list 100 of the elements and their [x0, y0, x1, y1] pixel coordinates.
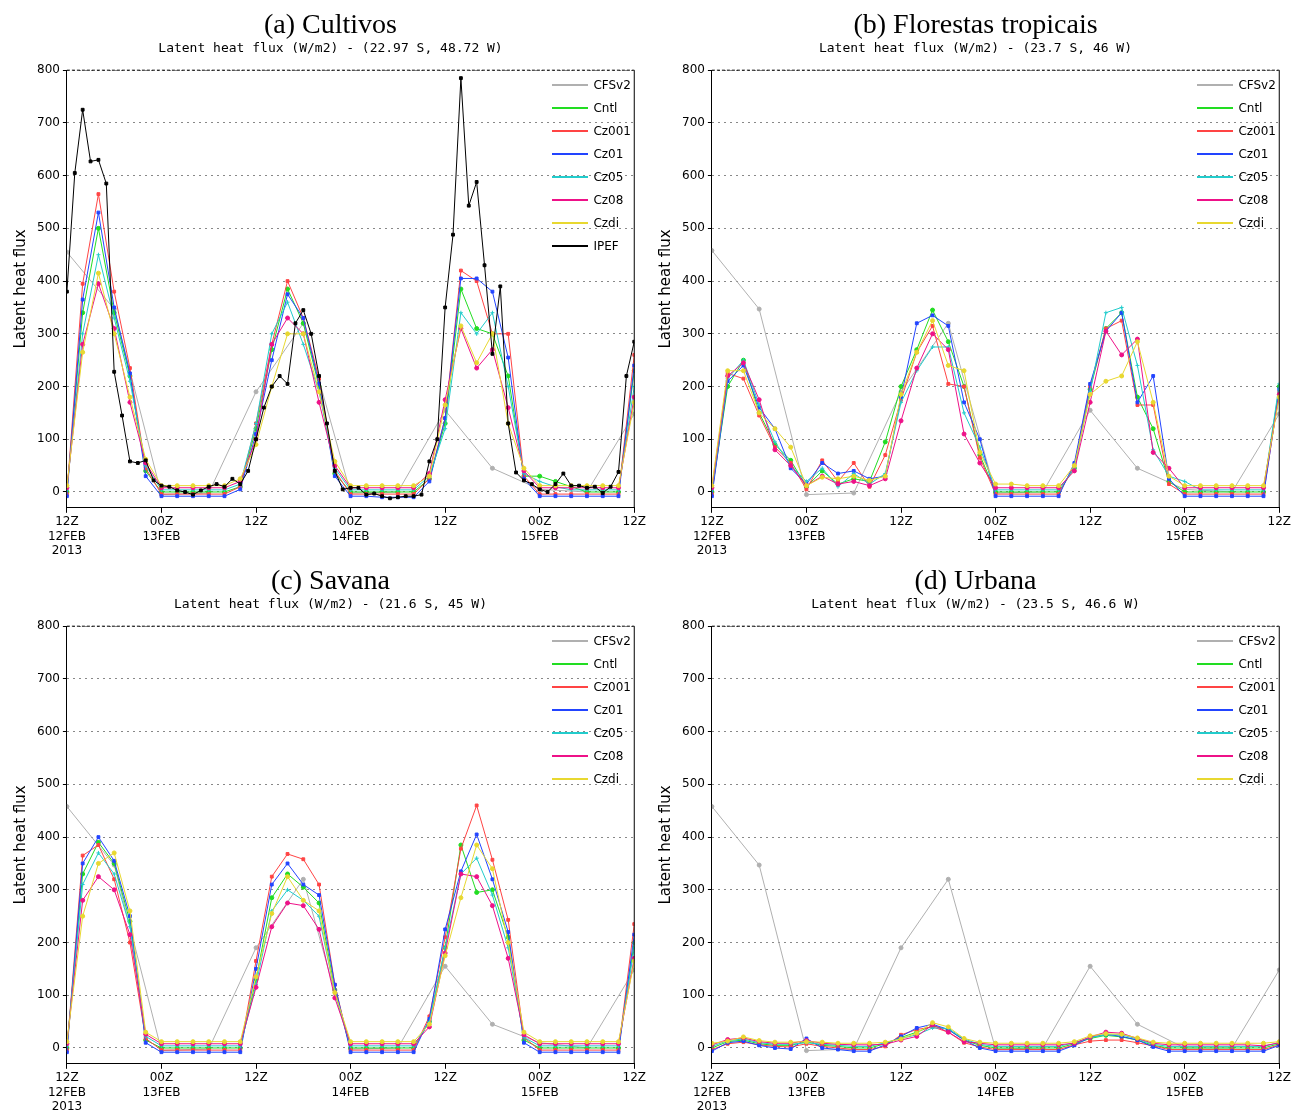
- legend-label: CFSv2: [1238, 78, 1276, 92]
- x-tick-label: 12Z: [1078, 514, 1102, 529]
- x-tick-label: 12Z: [1267, 514, 1291, 529]
- legend-label: Cz001: [1238, 124, 1276, 138]
- y-axis-title: Latent heat flux: [10, 785, 29, 905]
- legend-label: Cz01: [1238, 703, 1269, 717]
- x-tick-label: 00Z 13FEB: [787, 514, 826, 543]
- x-tick-label: 00Z 14FEB: [331, 514, 370, 543]
- y-tick-label: 700: [682, 671, 705, 686]
- legend-label: Cntl: [1238, 101, 1263, 115]
- y-tick-label: 100: [682, 987, 705, 1002]
- legend-label: CFSv2: [1238, 634, 1276, 648]
- y-tick-label: 800: [682, 62, 705, 77]
- chart-subtitle: Latent heat flux (W/m2) - (22.97 S, 48.72 W): [157, 40, 504, 57]
- legend-label: Cz05: [593, 170, 624, 184]
- x-tick-label: 12Z: [433, 514, 457, 529]
- y-axis-title: Latent heat flux: [655, 785, 674, 905]
- y-axis-title: Latent heat flux: [655, 229, 674, 349]
- chart-title: (a) Cultivos: [263, 8, 398, 40]
- x-tick-label: 12Z: [244, 1070, 268, 1085]
- y-tick-label: 500: [682, 776, 705, 791]
- y-tick-label: 0: [697, 484, 705, 499]
- legend-label: Cntl: [1238, 657, 1263, 671]
- legend-label: Cntl: [593, 101, 618, 115]
- y-tick-label: 800: [682, 618, 705, 633]
- y-tick-label: 200: [682, 934, 705, 949]
- y-tick-label: 100: [37, 987, 60, 1002]
- y-tick-label: 0: [52, 484, 60, 499]
- y-tick-label: 200: [37, 378, 60, 393]
- x-tick-label: 00Z 15FEB: [520, 1070, 559, 1099]
- legend-label: Cz08: [1238, 193, 1269, 207]
- x-tick-label: 00Z 14FEB: [331, 1070, 370, 1099]
- y-tick-label: 400: [37, 273, 60, 288]
- legend-label: IPEF: [593, 239, 619, 253]
- y-tick-label: 400: [682, 273, 705, 288]
- legend-label: Cz001: [593, 124, 631, 138]
- x-tick-label: 12Z 12FEB 2013: [692, 514, 731, 557]
- chart-title: (c) Savana: [270, 564, 391, 596]
- x-tick-label: 12Z: [433, 1070, 457, 1085]
- chart-subtitle: Latent heat flux (W/m2) - (23.7 S, 46 W): [817, 40, 1134, 57]
- legend-label: CFSv2: [593, 78, 631, 92]
- y-tick-label: 400: [37, 829, 60, 844]
- x-tick-label: 12Z: [1078, 1070, 1102, 1085]
- legend-label: Cz001: [1238, 680, 1276, 694]
- y-tick-label: 200: [682, 378, 705, 393]
- y-tick-label: 300: [682, 325, 705, 340]
- y-tick-label: 500: [37, 220, 60, 235]
- x-tick-label: 12Z: [889, 1070, 913, 1085]
- legend-label: Cz08: [593, 193, 624, 207]
- chart-subtitle: Latent heat flux (W/m2) - (23.5 S, 46.6 W): [810, 596, 1141, 613]
- x-tick-label: 12Z 12FEB 2013: [692, 1070, 731, 1113]
- y-tick-label: 100: [37, 431, 60, 446]
- x-tick-label: 12Z 12FEB 2013: [47, 514, 86, 557]
- x-tick-label: 12Z: [622, 514, 646, 529]
- x-tick-label: 12Z: [889, 514, 913, 529]
- x-tick-label: 00Z 15FEB: [520, 514, 559, 543]
- legend-label: Cz01: [1238, 147, 1269, 161]
- x-tick-label: 12Z 12FEB 2013: [47, 1070, 86, 1113]
- legend-label: Czdi: [1238, 772, 1265, 786]
- y-tick-label: 700: [37, 671, 60, 686]
- x-tick-label: 00Z 14FEB: [976, 514, 1015, 543]
- legend-label: Cz05: [1238, 726, 1269, 740]
- x-tick-label: 00Z 13FEB: [142, 1070, 181, 1099]
- x-tick-label: 00Z 13FEB: [787, 1070, 826, 1099]
- legend-label: Cz001: [593, 680, 631, 694]
- x-tick-label: 00Z 15FEB: [1165, 1070, 1204, 1099]
- y-tick-label: 600: [682, 723, 705, 738]
- legend-label: Cz08: [593, 749, 624, 763]
- legend-label: Czdi: [593, 772, 620, 786]
- x-tick-label: 12Z: [622, 1070, 646, 1085]
- y-tick-label: 100: [682, 431, 705, 446]
- legend-label: Cz01: [593, 147, 624, 161]
- y-tick-label: 500: [682, 220, 705, 235]
- y-tick-label: 700: [37, 115, 60, 130]
- legend-label: Cz05: [1238, 170, 1269, 184]
- legend-label: CFSv2: [593, 634, 631, 648]
- chart-title: (b) Florestas tropicais: [852, 8, 1099, 40]
- legend-label: Cz01: [593, 703, 624, 717]
- y-tick-label: 800: [37, 618, 60, 633]
- y-tick-label: 200: [37, 934, 60, 949]
- legend-label: Czdi: [593, 216, 620, 230]
- y-tick-label: 800: [37, 62, 60, 77]
- y-tick-label: 500: [37, 776, 60, 791]
- y-tick-label: 600: [37, 167, 60, 182]
- y-tick-label: 0: [697, 1040, 705, 1055]
- x-tick-label: 12Z: [244, 514, 268, 529]
- y-tick-label: 300: [682, 881, 705, 896]
- legend-label: Cz08: [1238, 749, 1269, 763]
- legend-label: Cntl: [593, 657, 618, 671]
- y-tick-label: 300: [37, 881, 60, 896]
- legend-label: Cz05: [593, 726, 624, 740]
- legend-label: Czdi: [1238, 216, 1265, 230]
- chart-title: (d) Urbana: [913, 564, 1038, 596]
- y-tick-label: 300: [37, 325, 60, 340]
- x-tick-label: 00Z 13FEB: [142, 514, 181, 543]
- chart-subtitle: Latent heat flux (W/m2) - (21.6 S, 45 W): [172, 596, 489, 613]
- y-tick-label: 0: [52, 1040, 60, 1055]
- y-tick-label: 600: [682, 167, 705, 182]
- y-tick-label: 700: [682, 115, 705, 130]
- y-tick-label: 400: [682, 829, 705, 844]
